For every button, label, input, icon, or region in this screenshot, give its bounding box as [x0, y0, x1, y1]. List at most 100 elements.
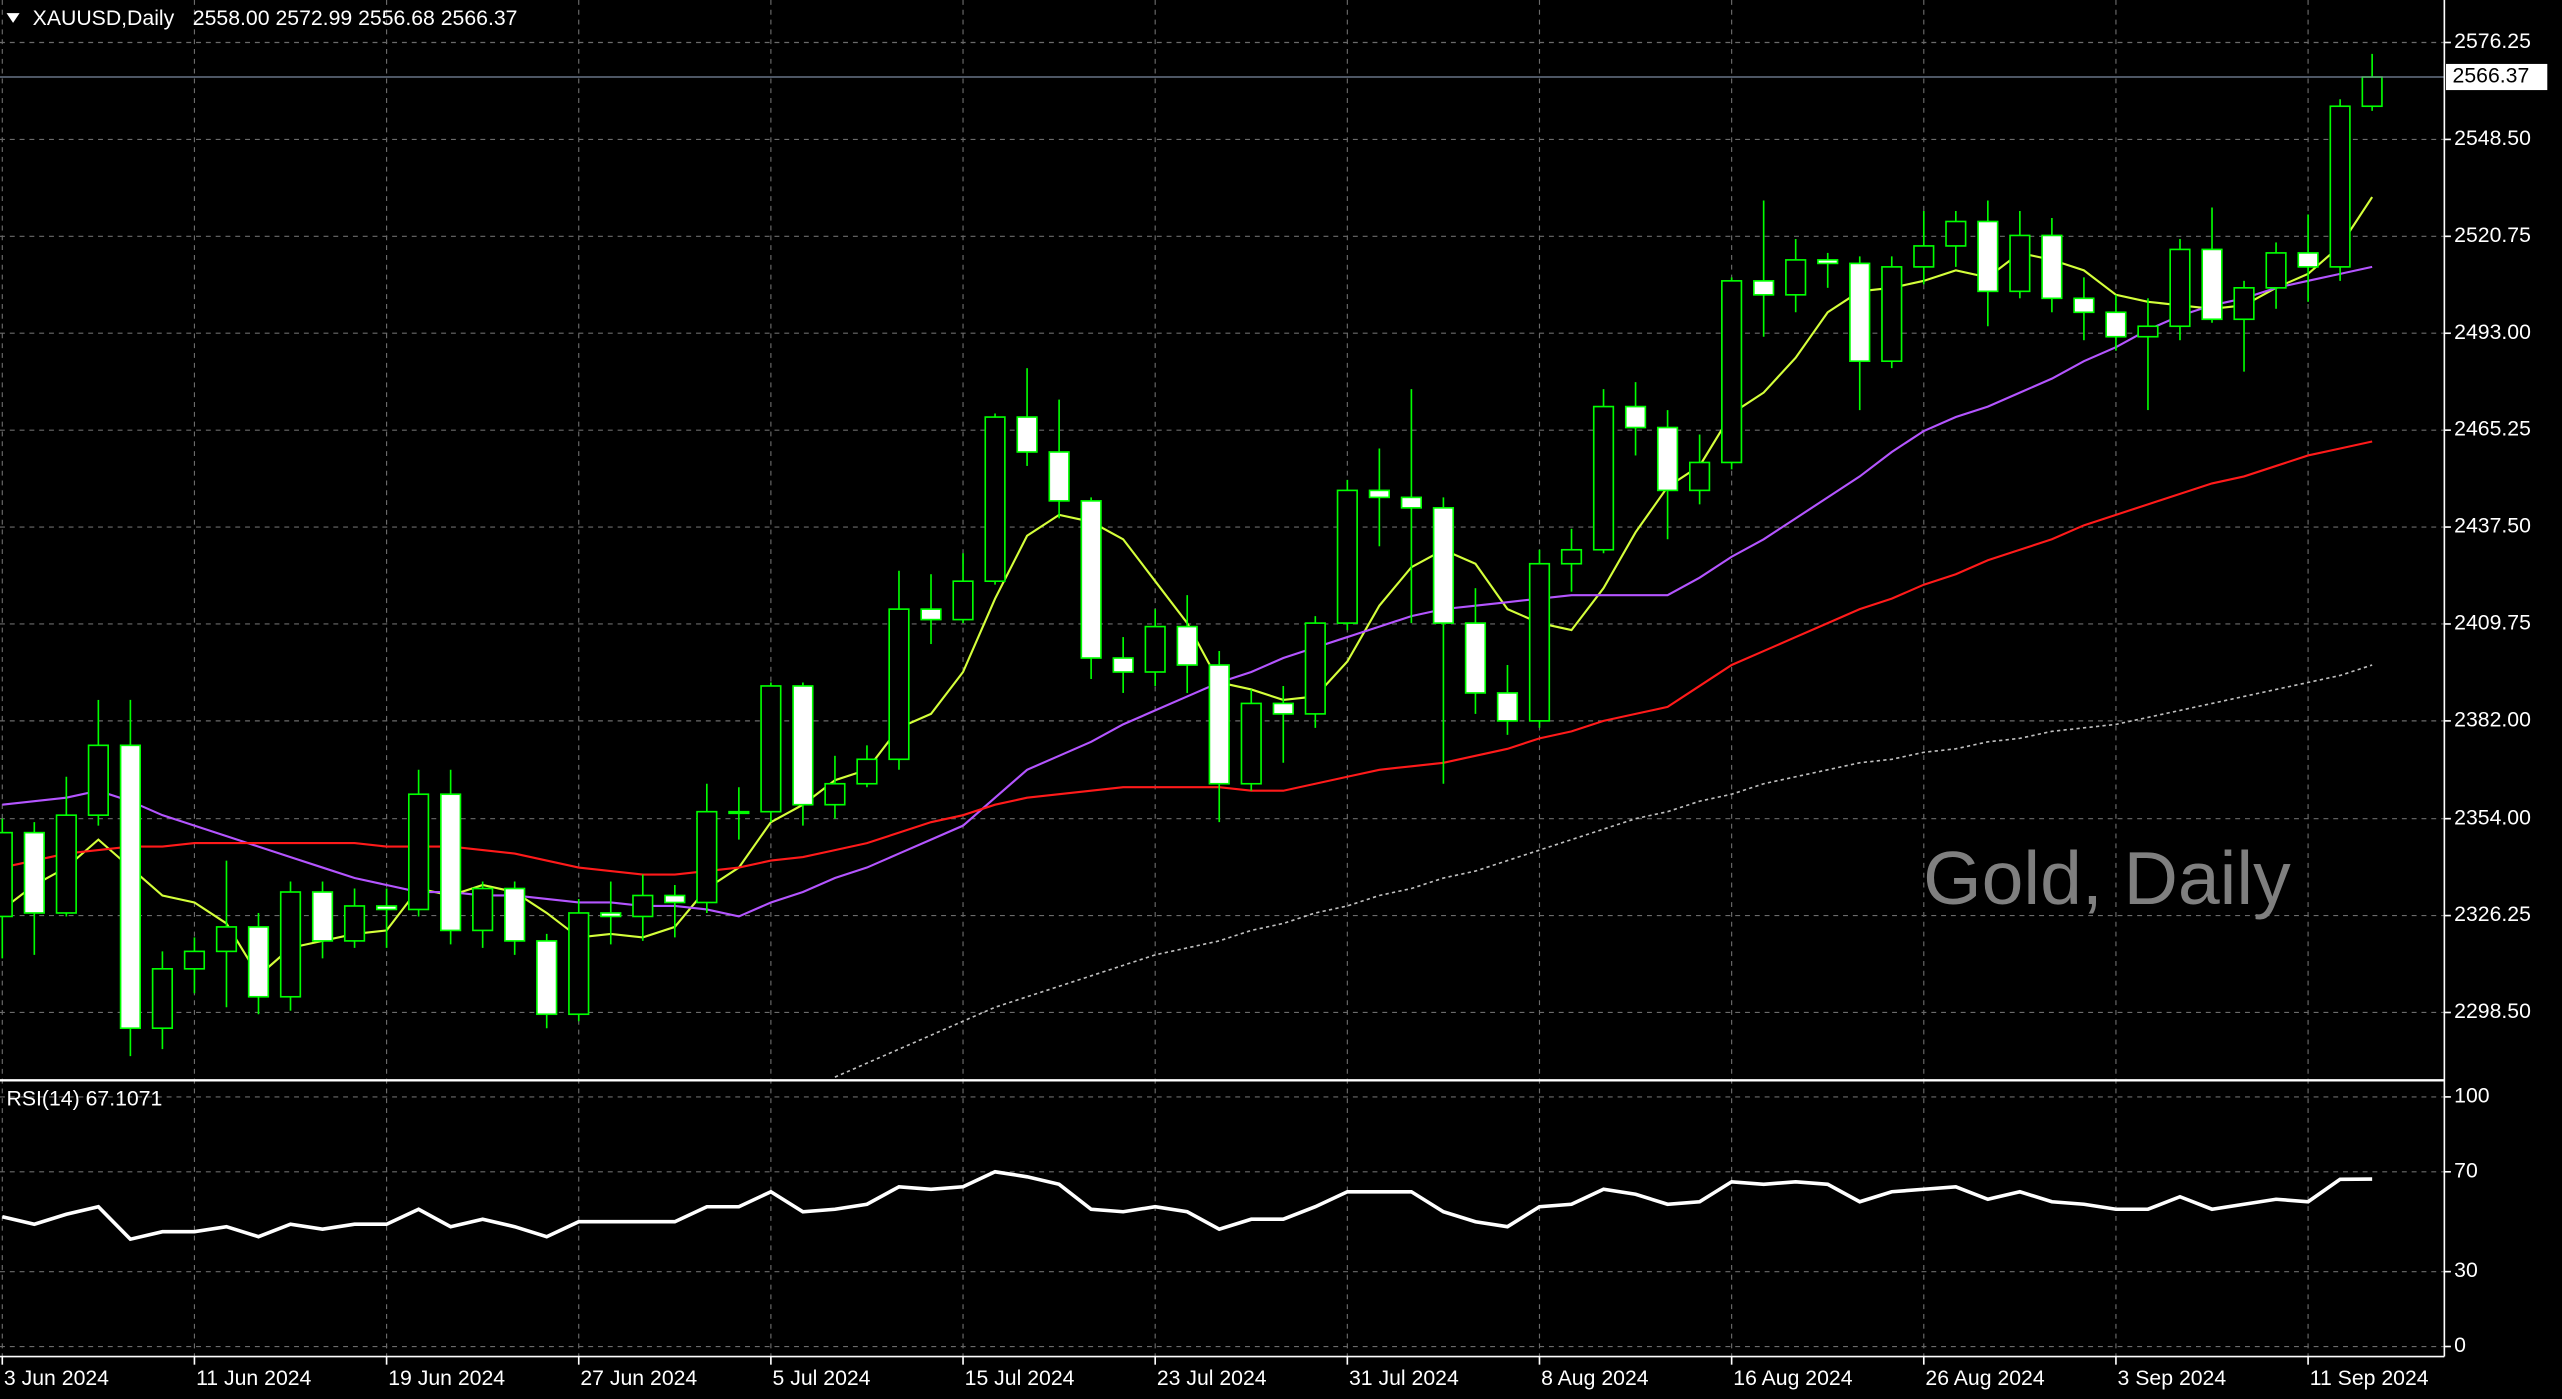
candle-body — [1977, 220, 1999, 293]
candle-body — [1240, 702, 1262, 785]
candle-body — [1080, 500, 1102, 659]
x-tick-label: 5 Jul 2024 — [773, 1366, 871, 1390]
candle-body — [664, 894, 686, 904]
candle-body — [824, 782, 846, 806]
candle-body — [1048, 451, 1070, 502]
candle-body — [1016, 416, 1038, 453]
y-tick-label: 2465.25 — [2454, 417, 2531, 441]
candle-body — [1817, 259, 1839, 265]
candle-body — [1464, 622, 1487, 694]
x-tick-label: 19 Jun 2024 — [388, 1366, 505, 1390]
x-tick-label: 31 Jul 2024 — [1349, 1366, 1459, 1390]
candle-body — [952, 580, 974, 621]
candle-body — [1112, 657, 1134, 673]
candle-body — [1208, 664, 1230, 785]
x-tick-label: 27 Jun 2024 — [580, 1366, 697, 1390]
moving-average-line — [2, 265, 2373, 918]
candle-body — [920, 608, 942, 621]
candle-body — [1336, 489, 1358, 624]
y-tick-label: 2354.00 — [2454, 805, 2531, 829]
candle-body — [2073, 297, 2095, 314]
x-tick-label: 11 Jun 2024 — [196, 1366, 311, 1390]
candle-body — [1176, 625, 1198, 666]
candle-body — [1913, 245, 1935, 268]
current-price-tag — [2445, 63, 2548, 91]
candle-body — [1656, 426, 1679, 492]
candle-body — [183, 950, 206, 970]
candle-body — [888, 608, 910, 761]
y-tick-label: 2548.50 — [2454, 126, 2531, 150]
candle-body — [0, 831, 13, 918]
ohlc: 2558.00 2572.99 2556.68 2566.37 — [193, 6, 518, 30]
candle-body — [440, 793, 462, 932]
candle-body — [311, 891, 334, 942]
marks — [0, 53, 2445, 1242]
candle-body — [2265, 252, 2287, 289]
candle-body — [247, 926, 270, 998]
candle-body — [1496, 692, 1519, 722]
candle-body — [696, 810, 718, 904]
candle-body — [215, 926, 238, 953]
candle-body — [23, 831, 45, 914]
candle-body — [1304, 622, 1326, 715]
moving-average-line — [834, 664, 2373, 1078]
rsi-title: RSI(14) 67.1071 — [7, 1087, 163, 1111]
candle-body — [792, 685, 814, 806]
y-tick-label: 2576.25 — [2454, 29, 2531, 53]
candle-body — [1400, 496, 1423, 509]
watermark: Gold, Daily — [1923, 836, 2291, 920]
x-tick-label: 11 Sep 2024 — [2310, 1366, 2429, 1390]
candle-body — [2105, 311, 2127, 338]
candle-body — [2041, 234, 2063, 300]
y-tick-label: 2437.50 — [2454, 514, 2531, 538]
candle-body — [343, 905, 366, 942]
x-tick-label: 16 Aug 2024 — [1733, 1366, 1852, 1390]
candle-body — [1688, 461, 1711, 492]
candle-body — [2137, 325, 2159, 338]
y-tick-label: 2409.75 — [2454, 611, 2531, 635]
x-tick-label: 3 Jun 2024 — [4, 1366, 109, 1390]
candle-body — [984, 416, 1006, 583]
candle-body — [1881, 266, 1903, 362]
candle-body — [536, 940, 558, 1016]
candle-body — [1721, 280, 1743, 464]
y-tick-label: 2326.25 — [2454, 902, 2531, 926]
moving-average-line — [2, 440, 2373, 876]
grid — [0, 0, 2445, 1357]
candle-body — [55, 814, 77, 914]
candle-body — [1432, 507, 1455, 624]
candle-body — [1272, 702, 1294, 715]
candle-body — [375, 905, 398, 911]
candle-body — [2009, 234, 2031, 293]
candle-body — [1753, 280, 1775, 296]
candle-body — [600, 912, 622, 918]
y-tick-label: 70 — [2454, 1158, 2478, 1182]
candle-body — [407, 793, 430, 911]
candle-body — [2361, 76, 2383, 108]
candle-body — [504, 887, 526, 942]
x-tick-label: 26 Aug 2024 — [1925, 1366, 2044, 1390]
candle-body — [1368, 489, 1390, 499]
candle-body — [1849, 262, 1871, 362]
candle-body — [472, 887, 494, 932]
y-tick-label: 30 — [2454, 1258, 2478, 1282]
candle-body — [1560, 548, 1583, 565]
x-tick-label: 15 Jul 2024 — [965, 1366, 1075, 1390]
y-tick-label: 100 — [2454, 1084, 2489, 1108]
x-tick-label: 8 Aug 2024 — [1541, 1366, 1649, 1390]
candle-body — [2169, 248, 2191, 328]
candle-body — [2201, 248, 2223, 321]
candle-body — [87, 744, 109, 816]
symbol-menu-icon[interactable] — [6, 13, 20, 23]
candle-body — [119, 744, 142, 1030]
candle-body — [856, 758, 878, 785]
rsi-line — [1, 1169, 2373, 1242]
x-tick-label: 23 Jul 2024 — [1157, 1366, 1267, 1390]
y-tick-label: 2493.00 — [2454, 320, 2531, 344]
y-tick-label: 2382.00 — [2454, 707, 2531, 731]
symbol: XAUUSD,Daily — [33, 6, 175, 30]
candle-body — [760, 685, 782, 813]
candle-body — [1945, 220, 1967, 247]
